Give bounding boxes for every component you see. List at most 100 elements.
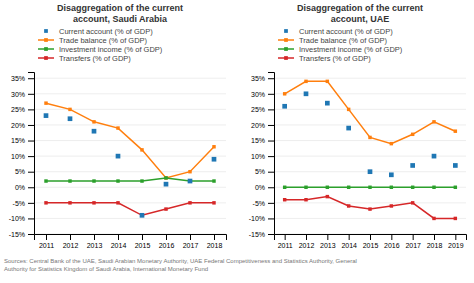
tick-mark: [391, 234, 392, 240]
tick-label: 2018: [207, 242, 223, 249]
source-line: Authority for Statistics Kingdom of Saud…: [4, 266, 208, 272]
marker: [454, 129, 457, 132]
tick: 2011: [278, 234, 293, 249]
tick-label: 15%: [11, 137, 25, 144]
tick-mark: [28, 78, 34, 79]
legend-item: Transfers (% of GDP): [278, 54, 371, 63]
tick: 2014: [341, 234, 357, 249]
marker: [454, 186, 457, 189]
point: [68, 116, 73, 121]
tick-label: 2016: [159, 242, 175, 249]
tick-label: 5%: [15, 168, 25, 175]
tick: 10%: [251, 153, 274, 160]
marker: [188, 170, 191, 173]
point: [188, 179, 193, 184]
y-axis: -15%-10%-5%0%5%10%15%20%25%30%35%: [249, 73, 275, 238]
marker: [283, 92, 286, 95]
axis-line: [268, 73, 275, 235]
marker: [44, 179, 47, 182]
legend-item: Investment income (% of GDP): [38, 45, 163, 54]
tick-label: 10%: [251, 153, 265, 160]
tick-mark: [70, 234, 71, 240]
tick: 25%: [251, 106, 274, 113]
panel: -15%-10%-5%0%5%10%15%20%25%30%35%2011201…: [249, 73, 467, 249]
tick-mark: [190, 234, 191, 240]
tick-label: 20%: [251, 122, 265, 129]
legend-symbol: [44, 47, 48, 51]
tick-label: 2012: [299, 242, 315, 249]
tick: 15%: [11, 137, 34, 144]
tick: 0%: [255, 184, 274, 191]
axis-line: [28, 73, 35, 235]
marker: [164, 176, 167, 179]
grid-line: [34, 124, 226, 125]
point: [432, 154, 437, 159]
tick-mark: [28, 218, 34, 219]
tick: 2018: [207, 234, 223, 249]
tick-label: 0%: [255, 184, 265, 191]
tick: 20%: [251, 122, 274, 129]
tick-label: 2016: [384, 242, 400, 249]
tick: 2013: [87, 234, 103, 249]
marker: [188, 201, 191, 204]
tick-mark: [268, 234, 274, 235]
tick-label: 2017: [183, 242, 199, 249]
tick-mark: [28, 125, 34, 126]
tick-label: -5%: [253, 200, 265, 207]
tick-mark: [413, 234, 414, 240]
tick-mark: [28, 156, 34, 157]
point: [325, 101, 330, 106]
tick-mark: [327, 234, 328, 240]
marker: [368, 207, 371, 210]
tick-label: 25%: [11, 106, 25, 113]
legend-label: Current account (% of GDP): [299, 27, 393, 36]
marker: [304, 80, 307, 83]
tick: 5%: [255, 168, 274, 175]
tick-mark: [306, 234, 307, 240]
marker: [116, 179, 119, 182]
marker: [44, 201, 47, 204]
marker: [347, 108, 350, 111]
title-line: Disaggregation of the current: [297, 3, 423, 13]
series-line: [46, 203, 214, 215]
point: [410, 163, 415, 168]
grid-line: [34, 78, 226, 79]
legend: Current account (% of GDP)Trade balance …: [278, 27, 403, 63]
tick-label: -5%: [13, 200, 25, 207]
title-line: account, UAE: [331, 14, 390, 24]
marker: [92, 179, 95, 182]
marker: [164, 207, 167, 210]
tick: -5%: [253, 200, 274, 207]
tick-mark: [214, 234, 215, 240]
tick: 35%: [251, 75, 274, 82]
tick: 2015: [363, 234, 379, 249]
tick-mark: [268, 125, 274, 126]
tick-mark: [142, 234, 143, 240]
tick-label: 0%: [15, 184, 25, 191]
legend-symbol: [44, 56, 48, 60]
legend-label: Investment income (% of GDP): [59, 45, 163, 54]
series: [44, 201, 215, 217]
tick: 2018: [427, 234, 443, 249]
legend-item: Current account (% of GDP): [44, 27, 153, 36]
tick: -15%: [9, 231, 34, 238]
tick: 2016: [159, 234, 175, 249]
tick: 2013: [320, 234, 336, 249]
tick-mark: [94, 234, 95, 240]
tick: -10%: [9, 215, 34, 222]
grid-line: [34, 156, 226, 157]
tick-label: 10%: [11, 153, 25, 160]
series-line: [46, 103, 214, 178]
marker: [116, 201, 119, 204]
tick: 2012: [299, 234, 315, 249]
point: [282, 104, 287, 109]
tick-label: 2018: [427, 242, 443, 249]
tick-mark: [268, 141, 274, 142]
tick: 2011: [39, 234, 54, 249]
tick-label: 35%: [11, 75, 25, 82]
tick: 5%: [15, 168, 34, 175]
series: [283, 186, 457, 189]
axis-line: [275, 235, 467, 241]
tick-mark: [268, 218, 274, 219]
tick-label: 2011: [278, 242, 293, 249]
